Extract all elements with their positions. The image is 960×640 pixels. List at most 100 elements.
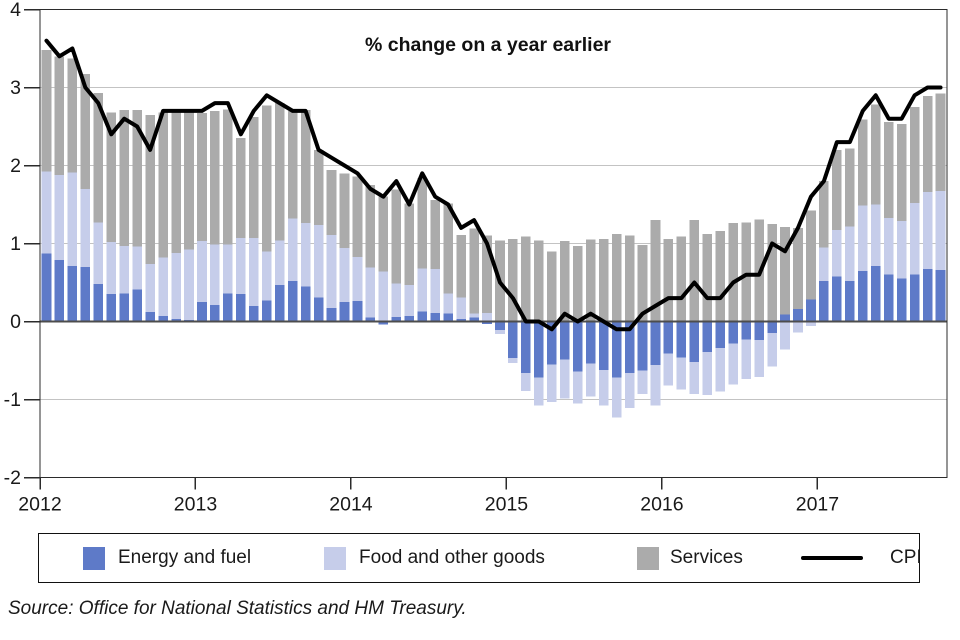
legend-label-food: Food and other goods — [359, 547, 545, 568]
bar-segment — [741, 222, 751, 322]
bar-segment — [326, 170, 337, 235]
bar-segment — [287, 280, 298, 322]
legend-label-services: Services — [670, 547, 743, 568]
bar-segment — [391, 189, 402, 284]
bar-segment — [287, 218, 298, 281]
bar-segment — [663, 321, 674, 354]
x-axis-label: 2015 — [485, 494, 529, 516]
bar-segment — [248, 238, 259, 306]
bar-segment — [67, 266, 78, 322]
bar-segment — [935, 191, 946, 271]
bar-segment — [236, 294, 246, 322]
bar-segment — [508, 321, 518, 359]
y-axis-label: -2 — [4, 467, 21, 489]
x-axis-label: 2016 — [640, 494, 683, 516]
bar-segment — [754, 340, 764, 377]
bar-segment — [261, 251, 272, 301]
bar-segment — [883, 274, 894, 322]
bar-segment — [197, 241, 207, 302]
bar-segment — [365, 267, 376, 318]
bar-segment — [611, 321, 622, 378]
bar-segment — [780, 314, 790, 322]
bar-segment — [845, 226, 855, 281]
bar-segment — [741, 321, 751, 340]
bar-segment — [650, 365, 661, 406]
bar-segment — [547, 364, 557, 402]
bar-segment — [922, 269, 933, 322]
bar-segment — [547, 321, 557, 365]
bar-segment — [663, 353, 674, 386]
bar-segment — [119, 110, 130, 246]
bar-segment — [806, 321, 816, 327]
bar-segment — [637, 321, 648, 371]
bar-segment — [248, 117, 259, 239]
bar-segment — [41, 50, 52, 172]
bar-segment — [119, 245, 130, 294]
bar-segment — [261, 105, 272, 252]
bar-segment — [572, 245, 583, 322]
bar-segment — [637, 370, 648, 395]
bar-segment — [896, 124, 907, 221]
bar-segment — [806, 210, 816, 300]
bar-segment — [793, 321, 803, 333]
bar-segment — [780, 227, 790, 315]
bar-segment — [896, 220, 907, 279]
bar-segment — [378, 321, 389, 325]
bar-segment — [391, 283, 402, 317]
bar-segment — [832, 230, 842, 277]
bar-segment — [171, 319, 181, 322]
bar-segment — [572, 371, 583, 404]
bar-segment — [819, 280, 829, 322]
cpi-line — [44, 38, 943, 332]
bar-segment — [80, 74, 91, 189]
bar-segment — [702, 234, 713, 322]
bar-segment — [585, 363, 596, 397]
bar-segment — [585, 321, 596, 364]
bar-segment — [495, 321, 505, 331]
bar-segment — [832, 276, 842, 322]
bar-segment — [184, 249, 194, 320]
bar-segment — [547, 251, 557, 322]
bar-segment — [624, 321, 635, 373]
bar-segment — [832, 149, 842, 231]
x-axis-label: 2013 — [174, 494, 217, 516]
bar-segment — [870, 266, 881, 322]
bar-segment — [909, 107, 920, 203]
bar-segment — [935, 93, 946, 192]
bar-segment — [521, 321, 531, 373]
bar-segment — [456, 234, 466, 298]
bar-segment — [780, 321, 790, 350]
bar-segment — [676, 236, 687, 322]
bar-segment — [482, 321, 492, 324]
bar-segment — [106, 112, 117, 242]
bar-segment — [585, 239, 596, 322]
bar-segment — [456, 297, 466, 320]
bar-segment — [845, 280, 855, 322]
bar-segment — [417, 268, 428, 312]
legend-item-energy: Energy and fuel — [83, 534, 251, 582]
bar-segment — [611, 234, 622, 322]
y-axis-label: 4 — [10, 0, 21, 21]
bar-segment — [883, 217, 894, 275]
bar-segment — [767, 321, 777, 334]
bar-segment — [300, 110, 311, 224]
bar-segment — [430, 312, 440, 322]
bar-segment — [845, 148, 855, 227]
bar-segment — [210, 110, 220, 245]
bar-segment — [171, 112, 181, 253]
bar-segment — [313, 149, 324, 225]
bar-segment — [417, 177, 428, 269]
legend-label-cpi: CPI — [890, 547, 922, 568]
bar-segment — [559, 359, 570, 399]
bar-segment — [145, 114, 155, 264]
bar-segment — [469, 313, 479, 318]
bar-segment — [339, 248, 350, 302]
bar-segment — [598, 238, 609, 322]
bar-segment — [210, 305, 220, 322]
bar-segment — [365, 185, 376, 268]
bar-segment — [922, 192, 933, 270]
bar-segment — [521, 372, 531, 391]
bar-segment — [236, 238, 246, 295]
bar-segment — [223, 109, 233, 245]
plot-border — [39, 8, 948, 479]
